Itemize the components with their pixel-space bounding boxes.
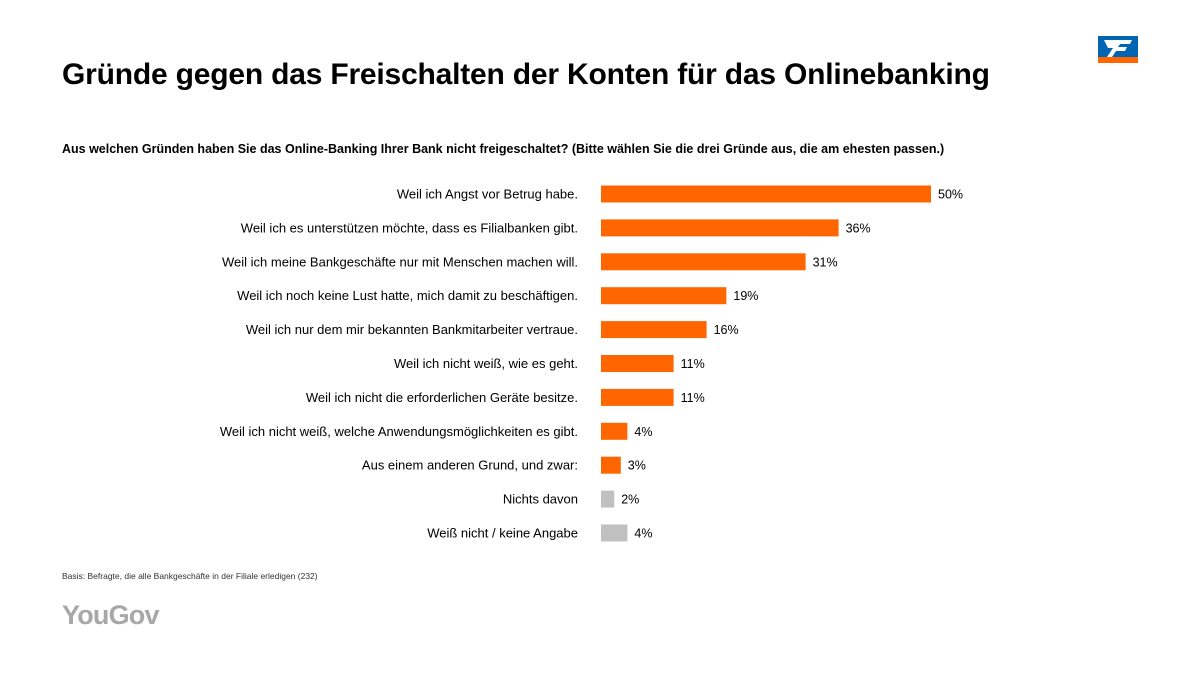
bar xyxy=(601,219,839,237)
value-label: 3% xyxy=(628,459,646,473)
bar xyxy=(601,524,628,542)
yougov-logo: YouGov xyxy=(62,600,160,630)
value-label: 4% xyxy=(634,527,652,541)
value-label: 36% xyxy=(846,221,871,235)
category-label: Aus einem anderen Grund, und zwar: xyxy=(362,458,578,473)
value-label: 19% xyxy=(733,289,758,303)
value-label: 50% xyxy=(938,188,963,202)
bar xyxy=(601,355,674,372)
category-label: Weil ich nur dem mir bekannten Bankmitar… xyxy=(246,322,578,337)
logo-mark xyxy=(1104,40,1132,57)
footnote: Basis: Befragte, die alle Bankgeschäfte … xyxy=(62,571,318,581)
category-label: Weil ich meine Bankgeschäfte nur mit Men… xyxy=(222,254,578,269)
category-label: Nichts davon xyxy=(503,492,578,507)
bar xyxy=(601,422,628,440)
bar xyxy=(601,456,621,474)
survey-question: Aus welchen Gründen haben Sie das Online… xyxy=(62,142,945,156)
category-label: Weil ich es unterstützen möchte, dass es… xyxy=(241,220,578,235)
category-label: Weil ich nicht die erforderlichen Geräte… xyxy=(306,390,578,405)
bar xyxy=(601,388,674,406)
value-label: 2% xyxy=(621,493,639,507)
bar xyxy=(601,253,806,271)
value-label: 4% xyxy=(634,425,652,439)
category-label: Weiß nicht / keine Angabe xyxy=(427,526,578,541)
bar xyxy=(601,490,615,508)
value-label: 11% xyxy=(681,391,705,405)
bar xyxy=(601,287,727,305)
value-label: 31% xyxy=(813,255,838,269)
value-label: 11% xyxy=(681,357,705,371)
bank-logo-icon xyxy=(1098,36,1138,63)
logo-stripe xyxy=(1098,57,1138,63)
category-label: Weil ich nicht weiß, welche Anwendungsmö… xyxy=(220,424,578,439)
bar xyxy=(601,321,707,339)
bar xyxy=(601,185,931,203)
category-label: Weil ich nicht weiß, wie es geht. xyxy=(394,356,578,371)
value-label: 16% xyxy=(714,323,739,337)
page-title: Gründe gegen das Freischalten der Konten… xyxy=(62,58,990,91)
category-label: Weil ich Angst vor Betrug habe. xyxy=(397,187,578,202)
category-label: Weil ich noch keine Lust hatte, mich dam… xyxy=(237,288,578,303)
